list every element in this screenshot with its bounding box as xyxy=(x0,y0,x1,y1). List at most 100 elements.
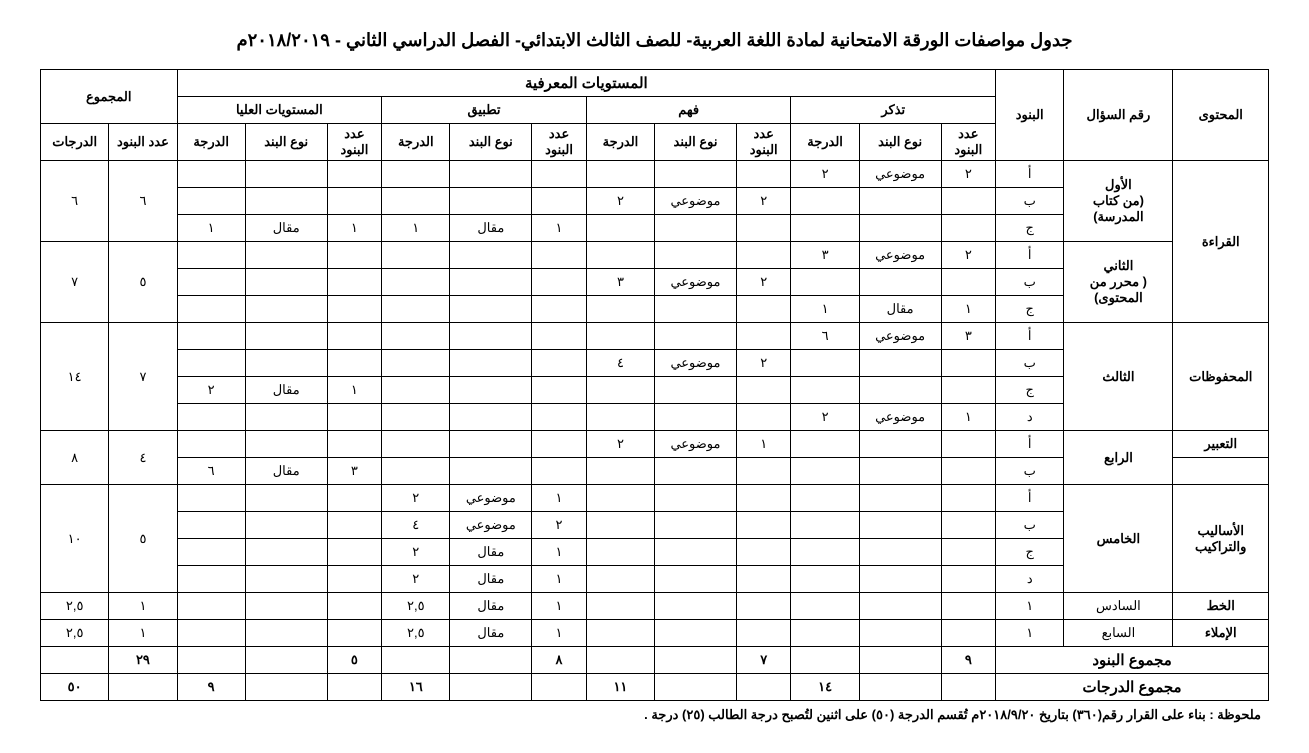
sub-higher-grade: الدرجة xyxy=(177,124,245,161)
sub-higher-count: عدد البنود xyxy=(327,124,382,161)
cell: موضوعي xyxy=(450,485,532,512)
sub-remember-grade: الدرجة xyxy=(791,124,859,161)
cell: ٢٩ xyxy=(109,647,177,674)
cell: مقال xyxy=(450,566,532,593)
cell: ٢ xyxy=(736,269,791,296)
cell: ٤ xyxy=(586,350,654,377)
cell: موضوعي xyxy=(450,512,532,539)
cell: ٩ xyxy=(941,647,996,674)
cell: موضوعي xyxy=(859,242,941,269)
cell: ٢ xyxy=(382,566,450,593)
cell: ١ xyxy=(532,566,587,593)
total-count: ٥ xyxy=(109,485,177,593)
cell: ١ xyxy=(791,296,859,323)
cell: ٤ xyxy=(382,512,450,539)
cell: موضوعي xyxy=(859,161,941,188)
item-code: أ xyxy=(996,431,1064,458)
cell: ١ xyxy=(327,377,382,404)
q1-label: الأول (من كتاب المدرسة) xyxy=(1064,161,1173,242)
cell: مقال xyxy=(450,539,532,566)
sub-understand-count: عدد البنود xyxy=(736,124,791,161)
total-count: ١ xyxy=(109,620,177,647)
cell: مقال xyxy=(450,215,532,242)
footer-note: ملحوظة : بناء على القرار رقم(٣٦٠) بتاريخ… xyxy=(40,707,1269,723)
cell: ٢ xyxy=(177,377,245,404)
cell: ٦ xyxy=(177,458,245,485)
cell: ١ xyxy=(532,485,587,512)
sub-remember-count: عدد البنود xyxy=(941,124,996,161)
total-count: ٧ xyxy=(109,323,177,431)
cell: ١ xyxy=(941,404,996,431)
cell: ٢ xyxy=(791,404,859,431)
item-code: ج xyxy=(996,215,1064,242)
item-code: ج xyxy=(996,296,1064,323)
cell: ٢ xyxy=(586,431,654,458)
table-row: الخط السادس ١ ١ مقال ٢,٥ ١ ٢,٥ xyxy=(41,593,1269,620)
page-title: جدول مواصفات الورقة الامتحانية لمادة الل… xyxy=(40,30,1269,51)
cell: مقال xyxy=(245,458,327,485)
item-code: ١ xyxy=(996,620,1064,647)
q6-label: السادس xyxy=(1064,593,1173,620)
sub-remember-type: نوع البند xyxy=(859,124,941,161)
sub-apply-count: عدد البنود xyxy=(532,124,587,161)
item-code: أ xyxy=(996,485,1064,512)
table-row: المحفوظات الثالث أ ٣ موضوعي ٦ ٧ ١٤ xyxy=(41,323,1269,350)
item-code: ب xyxy=(996,350,1064,377)
cell: ١٦ xyxy=(382,674,450,701)
col-question-no: رقم السؤال xyxy=(1064,70,1173,161)
cell: مقال xyxy=(245,377,327,404)
total-grade: ٨ xyxy=(41,431,109,485)
total-grade: ٦ xyxy=(41,161,109,242)
cell: موضوعي xyxy=(655,431,737,458)
cell: مقال xyxy=(245,215,327,242)
cell: ١ xyxy=(736,431,791,458)
total-grade: ٢,٥ xyxy=(41,593,109,620)
cell: موضوعي xyxy=(655,188,737,215)
item-code: ب xyxy=(996,458,1064,485)
q2-label: الثاني ( محرر من المحتوى) xyxy=(1064,242,1173,323)
total-count: ٤ xyxy=(109,431,177,485)
sub-understand-type: نوع البند xyxy=(655,124,737,161)
col-remember: تذكر xyxy=(791,97,996,124)
q3-label: الثالث xyxy=(1064,323,1173,431)
cell: ٢,٥ xyxy=(382,620,450,647)
sub-total-count: عدد البنود xyxy=(109,124,177,161)
cell: ١ xyxy=(532,215,587,242)
col-total: المجموع xyxy=(41,70,178,124)
cell: ٢ xyxy=(532,512,587,539)
cell: ٢ xyxy=(382,539,450,566)
cell: موضوعي xyxy=(859,404,941,431)
col-apply: تطبيق xyxy=(382,97,587,124)
cell: ٢ xyxy=(382,485,450,512)
col-understand: فهم xyxy=(586,97,791,124)
table-row: الإملاء السابع ١ ١ مقال ٢,٥ ١ ٢,٥ xyxy=(41,620,1269,647)
cell: ٥ xyxy=(327,647,382,674)
totals-items-row: مجموع البنود ٩ ٧ ٨ ٥ ٢٩ xyxy=(41,647,1269,674)
cell: موضوعي xyxy=(655,350,737,377)
table-row: القراءة الأول (من كتاب المدرسة) أ ٢ موضو… xyxy=(41,161,1269,188)
q5-label: الخامس xyxy=(1064,485,1173,593)
totals-items-label: مجموع البنود xyxy=(996,647,1269,674)
col-content: المحتوى xyxy=(1173,70,1269,161)
content-handwriting: الخط xyxy=(1173,593,1269,620)
sub-apply-grade: الدرجة xyxy=(382,124,450,161)
cell: ٨ xyxy=(532,647,587,674)
cell: ٣ xyxy=(791,242,859,269)
cell: ١ xyxy=(382,215,450,242)
content-styles: الأساليب والتراكيب xyxy=(1173,485,1269,593)
spec-table: المحتوى رقم السؤال البنود المستويات المع… xyxy=(40,69,1269,701)
cell: ١ xyxy=(327,215,382,242)
cell: ٣ xyxy=(941,323,996,350)
item-code: ج xyxy=(996,377,1064,404)
item-code: أ xyxy=(996,161,1064,188)
total-grade: ٢,٥ xyxy=(41,620,109,647)
cell: ٦ xyxy=(791,323,859,350)
cell: ٢,٥ xyxy=(382,593,450,620)
sub-higher-type: نوع البند xyxy=(245,124,327,161)
item-code: ب xyxy=(996,512,1064,539)
cognitive-levels-header: المستويات المعرفية xyxy=(177,70,996,97)
cell: مقال xyxy=(450,593,532,620)
col-higher: المستويات العليا xyxy=(177,97,382,124)
table-row: الأساليب والتراكيب الخامس أ ١ موضوعي ٢ ٥… xyxy=(41,485,1269,512)
cell: مقال xyxy=(859,296,941,323)
